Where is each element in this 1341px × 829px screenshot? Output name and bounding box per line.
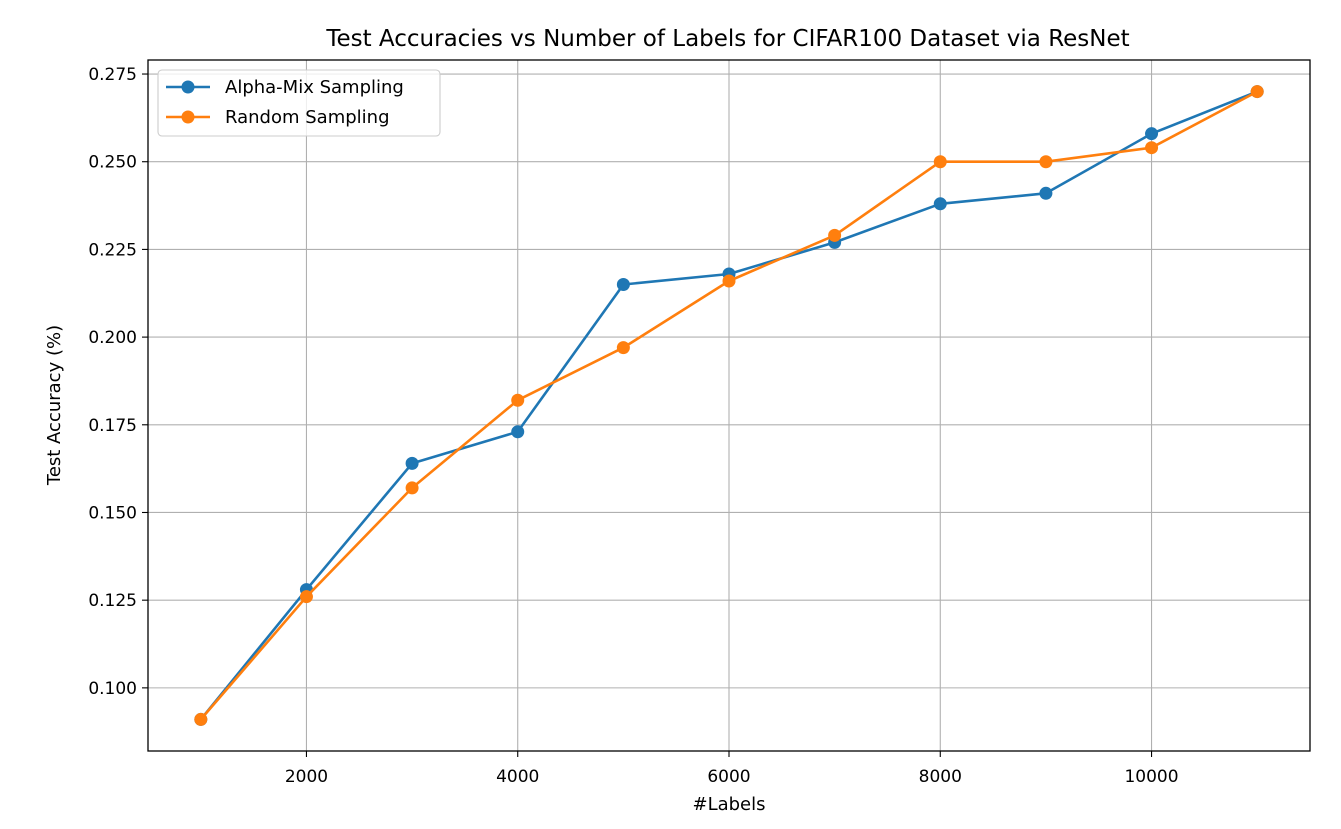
legend-marker [181, 110, 195, 124]
legend: Alpha-Mix Sampling Random Sampling [157, 69, 441, 137]
data-point [1145, 127, 1159, 141]
plot-frame [147, 59, 1311, 752]
x-tick-label: 4000 [496, 767, 539, 787]
y-tick-label: 0.100 [88, 679, 137, 699]
data-point [1039, 186, 1053, 200]
data-point [616, 277, 630, 291]
y-tick-label: 0.275 [88, 65, 137, 85]
grid [148, 60, 1310, 751]
series-1 [194, 85, 1264, 726]
y-tick-label: 0.150 [88, 503, 137, 523]
data-point [933, 155, 947, 169]
legend-label: Alpha-Mix Sampling [225, 77, 404, 98]
data-point [511, 393, 525, 407]
data-point [616, 341, 630, 355]
x-tick-label: 8000 [919, 767, 962, 787]
x-axis-label: #Labels [692, 794, 765, 815]
x-tick-label: 2000 [285, 767, 328, 787]
y-tick-label: 0.125 [88, 591, 137, 611]
data-point [511, 425, 525, 439]
legend-label: Random Sampling [225, 107, 390, 128]
y-axis-ticks: 0.100 0.125 0.150 0.175 0.200 0.225 0.250 0.275 [88, 65, 148, 699]
series-layer [194, 85, 1264, 726]
data-point [405, 481, 419, 495]
y-axis-label: Test Accuracy (%) [44, 325, 65, 486]
data-point [405, 456, 419, 470]
legend-box [157, 69, 441, 137]
x-tick-label: 6000 [707, 767, 750, 787]
data-point [194, 712, 208, 726]
data-point [1250, 85, 1264, 99]
data-point [828, 228, 842, 242]
data-point [933, 197, 947, 211]
y-tick-label: 0.175 [88, 416, 137, 436]
x-tick-label: 10000 [1124, 767, 1178, 787]
data-point [1039, 155, 1053, 169]
data-point [1145, 141, 1159, 155]
y-tick-label: 0.250 [88, 153, 137, 173]
x-axis-ticks: 2000 4000 6000 8000 10000 [285, 751, 1179, 787]
chart-title: Test Accuracies vs Number of Labels for … [325, 26, 1129, 52]
y-tick-label: 0.200 [88, 328, 137, 348]
data-point [722, 274, 736, 288]
y-tick-label: 0.225 [88, 240, 137, 260]
data-point [299, 590, 313, 604]
legend-marker [181, 80, 195, 94]
